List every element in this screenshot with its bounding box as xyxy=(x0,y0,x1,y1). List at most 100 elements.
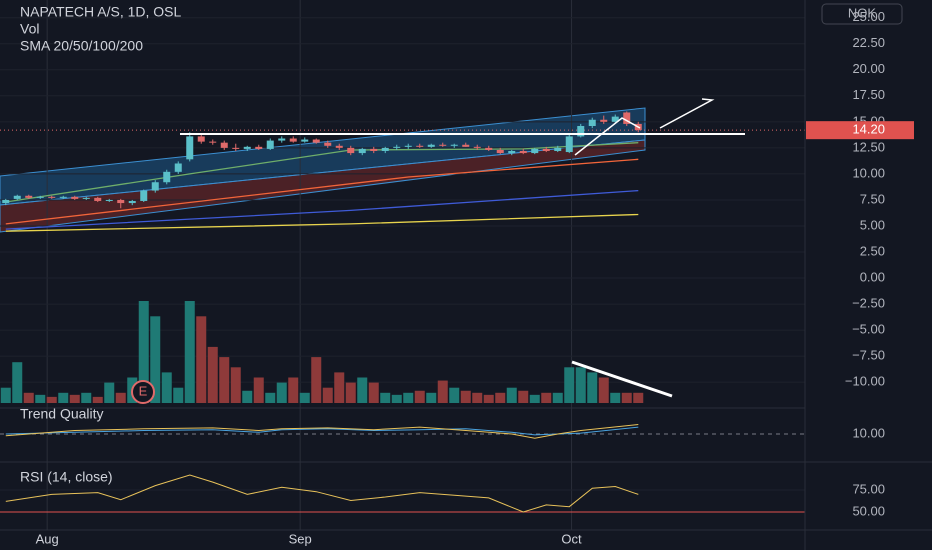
candle-body xyxy=(370,148,378,151)
y-tick-label: 20.00 xyxy=(852,61,885,76)
candle-body xyxy=(105,199,113,201)
candle-body xyxy=(404,145,412,147)
volume-bar xyxy=(380,392,391,403)
candle-body xyxy=(289,138,297,142)
y-tick-label: −5.00 xyxy=(852,322,885,337)
y-tick-label: 0.00 xyxy=(860,269,885,284)
candle-body xyxy=(565,136,573,153)
candle-body xyxy=(542,148,550,151)
candle-body xyxy=(485,147,493,150)
candle-body xyxy=(439,144,447,146)
candle-body xyxy=(163,171,171,183)
arrow-drawing xyxy=(574,117,641,156)
last-price-label: 14.20 xyxy=(852,122,885,137)
candle-body xyxy=(611,116,619,122)
sma-line xyxy=(5,213,639,232)
candle-body xyxy=(232,147,240,149)
trend-quality-line xyxy=(5,426,639,436)
grid xyxy=(0,0,805,530)
candle-body xyxy=(531,148,539,154)
candle-body xyxy=(588,119,596,127)
volume-bar xyxy=(529,394,540,403)
volume-bar xyxy=(575,367,586,403)
candle-body xyxy=(140,190,148,201)
candle-body xyxy=(324,142,332,146)
volume-bar xyxy=(138,301,149,403)
y-tick-label: 12.50 xyxy=(852,139,885,154)
y-tick-label: 75.00 xyxy=(852,481,885,496)
volume-bar xyxy=(58,392,69,403)
candle-body xyxy=(82,197,90,199)
trend-quality-line xyxy=(5,424,639,439)
sma-line xyxy=(5,158,639,225)
volume-bar xyxy=(437,380,448,403)
plot xyxy=(0,111,805,513)
candle-body xyxy=(462,144,470,147)
candle-body xyxy=(220,142,228,148)
x-tick-label: Sep xyxy=(289,531,312,546)
volume-bar xyxy=(219,357,230,403)
candle-body xyxy=(243,146,251,149)
y-tick-label: 25.00 xyxy=(852,9,885,24)
rsi-line xyxy=(5,474,639,513)
last-price-box xyxy=(806,121,914,140)
candle-body xyxy=(623,112,631,124)
sma-line xyxy=(5,189,639,230)
currency[interactable]: NOK xyxy=(848,5,877,20)
volume-bar xyxy=(92,396,103,403)
candle-body xyxy=(59,196,67,198)
chart-title: NAPATECH A/S, 1D, OSL xyxy=(20,4,182,20)
volume-bar xyxy=(552,392,563,403)
y-tick-label: 22.50 xyxy=(852,35,885,50)
volume-bar xyxy=(46,396,57,403)
volume-bar xyxy=(426,392,437,403)
candle-body xyxy=(358,148,366,154)
candle-body xyxy=(71,196,79,199)
candle-body xyxy=(13,195,21,199)
volume-bar xyxy=(391,394,402,403)
volume-bar xyxy=(0,387,11,403)
arrow-drawing xyxy=(659,98,715,129)
candle-body xyxy=(301,139,309,142)
volume-bar xyxy=(598,377,609,403)
earnings-marker[interactable] xyxy=(131,380,155,404)
currency-box[interactable] xyxy=(821,3,903,25)
candle-body xyxy=(519,150,527,154)
candle-body xyxy=(197,136,205,142)
volume-bar xyxy=(184,301,195,403)
volume-bar xyxy=(230,367,241,403)
volume-bar xyxy=(173,387,184,403)
candle-body xyxy=(600,119,608,122)
volume-bar xyxy=(621,392,632,403)
volume-bar xyxy=(12,362,23,403)
volume-bar xyxy=(242,390,253,403)
volume-bar xyxy=(587,372,598,403)
earnings-label[interactable]: E xyxy=(139,383,148,398)
volume-bar xyxy=(472,392,483,403)
candle-body xyxy=(48,196,56,198)
candle-body xyxy=(117,199,125,204)
candle-body xyxy=(255,146,263,149)
volume-bar xyxy=(610,392,621,403)
volume-bar xyxy=(35,394,46,403)
candle-body xyxy=(381,147,389,151)
x-tick-label: Aug xyxy=(36,531,59,546)
volume-bar xyxy=(69,394,80,403)
y-tick-label: 50.00 xyxy=(852,503,885,518)
volume-bar xyxy=(81,392,92,403)
volume-bar xyxy=(403,392,414,403)
volume-bar xyxy=(276,382,287,403)
candle-body xyxy=(473,146,481,148)
candle-body xyxy=(266,140,274,149)
candle-body xyxy=(174,163,182,172)
y-tick-label: 17.50 xyxy=(852,87,885,102)
volume-bar xyxy=(518,390,529,403)
candle-body xyxy=(577,126,585,137)
candle-body xyxy=(312,139,320,143)
candle-body xyxy=(496,149,504,154)
candle-body xyxy=(36,196,44,198)
volume-bar xyxy=(368,382,379,403)
volume-bar xyxy=(495,392,506,403)
volume-bar xyxy=(322,387,333,403)
